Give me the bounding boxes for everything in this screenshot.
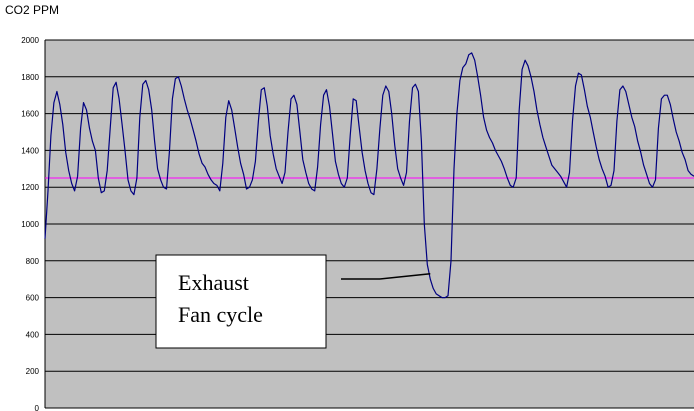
y-tick-label: 1000: [21, 220, 39, 229]
y-tick-label: 400: [26, 330, 40, 339]
y-axis-label: CO2 PPM: [5, 3, 59, 17]
y-tick-label: 800: [26, 257, 40, 266]
y-tick-label: 1200: [21, 183, 39, 192]
annotation-text-line: Exhaust: [178, 270, 249, 295]
annotation-text-line: Fan cycle: [178, 302, 263, 327]
y-tick-label: 1400: [21, 146, 39, 155]
co2-series-line: [44, 52, 694, 299]
annotation-box: [155, 254, 327, 349]
y-tick-label: 600: [26, 294, 40, 303]
y-tick-label: 0: [35, 404, 40, 411]
annotation-leader-line: [379, 272, 431, 280]
y-tick-label: 1800: [21, 73, 39, 82]
y-tick-label: 2000: [21, 36, 39, 45]
y-tick-label: 1600: [21, 110, 39, 119]
y-tick-label: 200: [26, 367, 40, 376]
